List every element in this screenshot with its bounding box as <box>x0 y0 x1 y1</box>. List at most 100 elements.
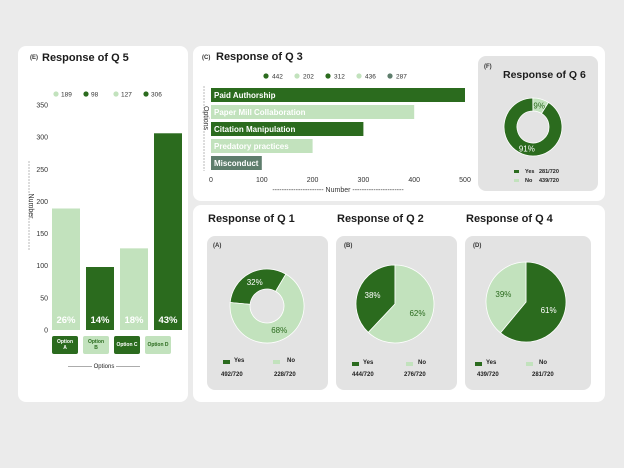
q1-pct-0: 32% <box>247 278 263 287</box>
q5-bar-pct-0: 26% <box>56 315 76 326</box>
q5-xlabel: ------------ Options ------------ <box>68 364 140 370</box>
q3-bar-1 <box>211 105 415 119</box>
q5-ytick-350: 350 <box>36 103 48 110</box>
q4-pie-chart: 61% 39% <box>485 261 567 343</box>
q5-bar-1 <box>86 267 114 330</box>
q2-pct-1: 62% <box>409 309 425 318</box>
q5-legend-label-1: 98 <box>91 92 99 99</box>
q6-box: (F) Response of Q 6 91% 9% Yes 281/720 No 4… <box>478 56 598 191</box>
q3-bar-label-2: Citation Manipulation <box>214 125 295 134</box>
q5-legend-dot-0 <box>53 91 59 97</box>
q3-tag: (C) <box>202 55 211 61</box>
q5-ytick-150: 150 <box>36 231 48 238</box>
q5-tag: (E) <box>30 55 38 61</box>
q5-legend-label-2: 127 <box>121 92 132 99</box>
q1-box: (A) 32% 68% Yes No 492/720 228/720 <box>207 236 328 390</box>
q3-legend-dot-1 <box>294 73 300 79</box>
q5-bar-3 <box>154 133 182 330</box>
q6-pct-0: 91% <box>519 145 535 154</box>
q3-legend-label-3: 436 <box>365 74 376 81</box>
q3-bar-chart: 442 202 312 436 287 Options Paid Authorship Pap… <box>202 73 471 194</box>
q4-slice-0 <box>499 261 567 343</box>
q5-legend-label-3: 306 <box>151 92 162 99</box>
q4-yes-swatch <box>475 362 482 366</box>
q4-tag: (D) <box>473 243 482 249</box>
q6-legend: Yes 281/720 No 439/720 <box>514 168 559 186</box>
q3-legend-label-4: 287 <box>396 74 407 81</box>
q5-ytick-50: 50 <box>40 295 48 302</box>
q6-title: Response of Q 6 <box>503 69 586 81</box>
q5-panel: (E) Response of Q 5 189 98 127 306 0 50 100 150… <box>18 46 188 402</box>
q3-bar-3 <box>211 139 313 153</box>
q5-option-c-line1: Option C <box>116 342 138 348</box>
q4-pct-1: 39% <box>495 290 511 299</box>
q1-tag: (A) <box>213 243 222 249</box>
q5-option-a-line1: Option <box>56 339 74 345</box>
q6-legend-no-count: 439/720 <box>539 178 559 184</box>
q4-pct-0: 61% <box>541 306 557 315</box>
pies-panel: Response of Q 1 Response of Q 2 Response… <box>193 205 605 402</box>
q5-bar-chart: 189 98 127 306 0 50 100 150 200 250 300 350 Number 26… <box>27 91 182 335</box>
q5-option-d-line1: Option D <box>147 342 169 348</box>
q5-legend-dot-2 <box>113 91 119 97</box>
q3-xtick-0: 0 <box>209 177 213 184</box>
q6-legend-no-label: No <box>525 178 533 184</box>
q1-count-no: 228/720 <box>274 372 296 378</box>
q4-count-yes: 439/720 <box>477 372 499 378</box>
q4-slice-1 <box>485 261 527 334</box>
q4-box: (D) 61% 39% Yes No 439/720 281/720 <box>465 236 591 390</box>
q6-legend-yes: Yes 281/720 <box>514 168 559 177</box>
q2-pct-0: 38% <box>365 291 381 300</box>
q3-bar-4 <box>211 156 262 170</box>
q5-option-b-line1: Option <box>87 339 105 345</box>
q5-ytick-100: 100 <box>36 263 48 270</box>
q3-xtick-500: 500 <box>459 177 471 184</box>
q3-legend-dot-2 <box>325 73 331 79</box>
q4-count-no: 281/720 <box>532 372 554 378</box>
q1-no-swatch <box>273 360 280 364</box>
q1-legend-no: No <box>287 358 295 364</box>
q5-option-a-box: Option A <box>52 336 78 354</box>
q4-no-swatch <box>526 362 533 366</box>
q5-ytick-250: 250 <box>36 167 48 174</box>
q6-pct-1: 9% <box>533 101 545 110</box>
q3-bar-label-3: Predatory practices <box>214 142 289 151</box>
q1-pct-1: 68% <box>271 326 287 335</box>
q1-yes-swatch <box>223 360 230 364</box>
q5-option-d-box: Option D <box>145 336 171 354</box>
q6-legend-no-swatch <box>514 179 519 182</box>
q2-tag: (B) <box>344 243 353 249</box>
q3-bar-2 <box>211 122 364 136</box>
q4-legend-yes: Yes <box>486 360 497 366</box>
q5-option-a-line2: A <box>63 345 67 351</box>
q5-bar-pct-1: 14% <box>90 315 110 326</box>
q1-slice-1 <box>229 273 305 344</box>
q5-title: Response of Q 5 <box>42 52 129 64</box>
q4-legend-no: No <box>539 360 547 366</box>
q6-legend-yes-swatch <box>514 170 519 173</box>
q5-legend-label-0: 189 <box>61 92 72 99</box>
q3-xtick-100: 100 <box>256 177 268 184</box>
q3-legend-label-2: 312 <box>334 74 345 81</box>
q6-slice-0 <box>503 97 563 157</box>
q5-bar-0 <box>52 208 80 330</box>
q3-legend-dot-4 <box>387 73 393 79</box>
q1-title: Response of Q 1 <box>208 213 295 225</box>
q5-bar-pct-2: 18% <box>124 315 144 326</box>
q5-ytick-300: 300 <box>36 135 48 142</box>
q1-donut-chart: 32% 68% <box>229 268 305 344</box>
q2-pie-chart: 38% 62% <box>355 264 435 344</box>
q5-ytick-200: 200 <box>36 199 48 206</box>
q2-yes-swatch <box>352 362 359 366</box>
q2-legend-no: No <box>418 360 426 366</box>
q3-panel: (C) Response of Q 3 442 202 312 436 287 Optio… <box>193 46 605 201</box>
q3-xtick-300: 300 <box>358 177 370 184</box>
q3-bar-label-4: Misconduct <box>214 159 259 168</box>
q5-ytick-0: 0 <box>44 328 48 335</box>
q2-count-yes: 444/720 <box>352 372 374 378</box>
q3-ylabel: Options <box>202 106 209 131</box>
q3-legend-label-1: 202 <box>303 74 314 81</box>
q5-bar-2 <box>120 248 148 330</box>
q3-bar-0 <box>211 88 465 102</box>
q3-legend-label-0: 442 <box>272 74 283 81</box>
